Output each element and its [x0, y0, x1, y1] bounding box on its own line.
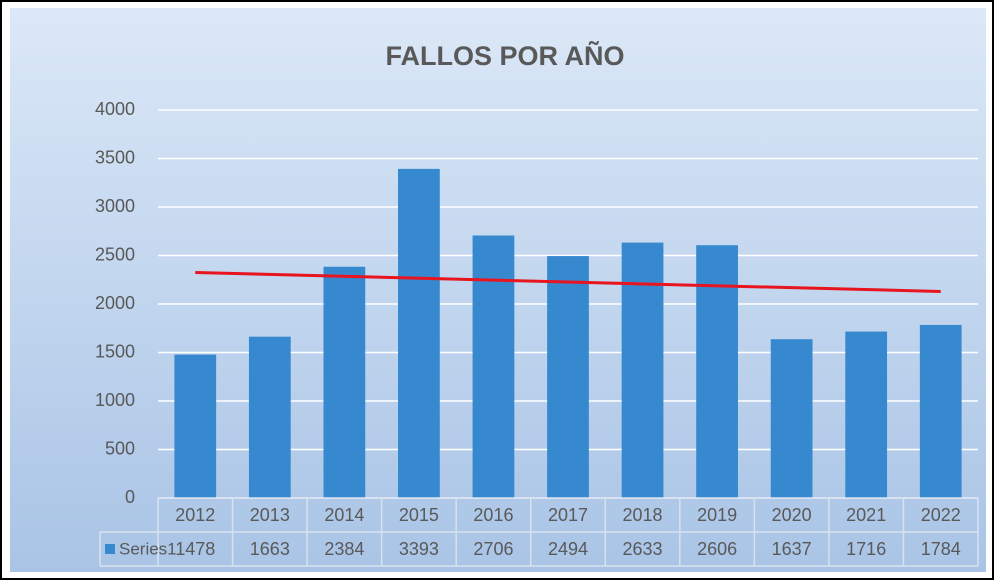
- x-tick-label: 2019: [697, 505, 737, 525]
- y-tick-label: 500: [105, 438, 135, 458]
- x-tick-label: 2013: [250, 505, 290, 525]
- y-tick-label: 3000: [95, 196, 135, 216]
- table-value: 2633: [623, 539, 663, 559]
- y-tick-label: 2500: [95, 244, 135, 264]
- x-tick-label: 2018: [623, 505, 663, 525]
- bar: [174, 354, 217, 498]
- legend-key: [105, 544, 115, 554]
- x-tick-label: 2016: [473, 505, 513, 525]
- bar: [919, 324, 962, 498]
- x-tick-label: 2014: [324, 505, 364, 525]
- chart-title: FALLOS POR AÑO: [385, 40, 624, 71]
- bar: [547, 256, 589, 498]
- table-value: 1663: [250, 539, 290, 559]
- table-value: 2606: [697, 539, 737, 559]
- table-value: 3393: [399, 539, 439, 559]
- bar: [696, 245, 738, 498]
- table-value: 1716: [846, 539, 886, 559]
- bar: [323, 266, 366, 498]
- y-tick-label: 1000: [95, 390, 135, 410]
- bar: [770, 339, 813, 498]
- y-tick-label: 3500: [95, 147, 135, 167]
- y-tick-label: 4000: [95, 99, 135, 119]
- y-tick-label: 0: [125, 487, 135, 507]
- y-tick-label: 2000: [95, 293, 135, 313]
- bar: [621, 242, 664, 498]
- x-tick-label: 2017: [548, 505, 588, 525]
- bar: [845, 331, 888, 498]
- legend-label: Series1: [119, 539, 177, 558]
- x-tick-label: 2020: [772, 505, 812, 525]
- x-tick-label: 2021: [846, 505, 886, 525]
- table-value: 2706: [473, 539, 513, 559]
- bar: [248, 336, 291, 498]
- y-tick-label: 1500: [95, 341, 135, 361]
- table-value: 1478: [175, 539, 215, 559]
- bar: [472, 235, 515, 498]
- x-tick-label: 2015: [399, 505, 439, 525]
- table-value: 1637: [772, 539, 812, 559]
- trendline: [195, 271, 941, 293]
- x-tick-label: 2022: [921, 505, 961, 525]
- x-tick-label: 2012: [175, 505, 215, 525]
- bar: [398, 168, 440, 498]
- table-value: 2494: [548, 539, 588, 559]
- table-value: 1784: [921, 539, 961, 559]
- table-value: 2384: [324, 539, 364, 559]
